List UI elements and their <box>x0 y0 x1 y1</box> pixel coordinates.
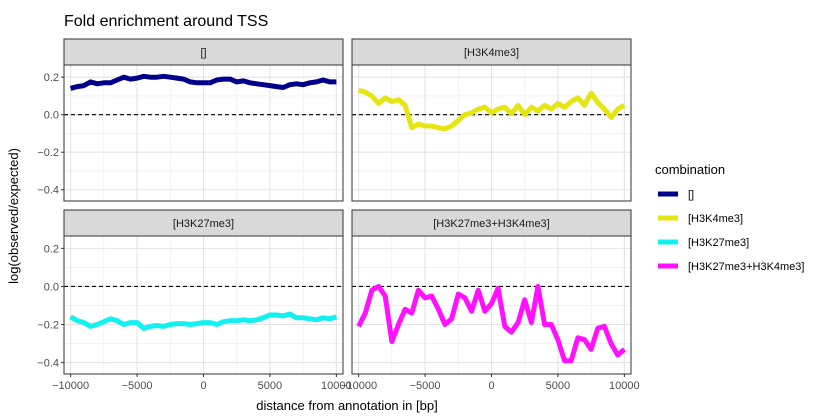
facet-strip <box>351 38 632 66</box>
x-tick-label: 0 <box>488 380 494 392</box>
facet-strip-label: [H3K27me3] <box>173 218 234 230</box>
facet-panel: [] −0.4 −0.2 0.0 0.2 <box>37 38 344 202</box>
x-tick-label: −10000 <box>340 380 377 392</box>
facet-strip-label: [] <box>200 47 206 59</box>
legend-label: [H3K4me3] <box>688 213 743 225</box>
x-tick-label: 5000 <box>546 380 570 392</box>
y-tick-label: −0.4 <box>37 185 59 197</box>
y-tick-label: 0.2 <box>44 72 59 84</box>
legend-label: [H3K27me3+H3K4me3] <box>688 261 804 273</box>
panel-border <box>351 64 632 202</box>
y-tick-label: −0.2 <box>37 320 59 332</box>
facet-panel: [H3K27me3] −0.4 −0.2 0.0 0.2 −10000 −5000 0 5000… <box>37 209 352 392</box>
series-line <box>69 311 338 331</box>
chart-title: Fold enrichment around TSS <box>64 13 268 30</box>
legend-label: [H3K27me3] <box>688 237 749 249</box>
legend-label: [] <box>688 189 694 201</box>
series-line <box>357 87 626 132</box>
facet-strip <box>63 38 344 66</box>
y-tick-label: 0.0 <box>44 110 59 122</box>
x-tick-label: 5000 <box>258 380 282 392</box>
x-tick-label: −5000 <box>410 380 441 392</box>
facet-panel: [H3K27me3+H3K4me3] −10000 −5000 0 5000 10000 <box>340 209 640 392</box>
y-tick-label: −0.4 <box>37 358 59 370</box>
x-tick-label: 10000 <box>321 380 352 392</box>
x-tick-label: 10000 <box>609 380 640 392</box>
legend-item: [] <box>658 189 694 201</box>
legend: combination [] [H3K4me3] [H3K27me3] [H3K27m… <box>655 162 804 273</box>
series-line <box>69 73 337 91</box>
panel-border <box>63 64 344 202</box>
facet-strip-label: [H3K27me3+H3K4me3] <box>433 218 549 230</box>
legend-item: [H3K27me3] <box>658 237 749 249</box>
x-axis-title: distance from annotation in [bp] <box>256 398 437 413</box>
legend-item: [H3K27me3+H3K4me3] <box>658 261 804 273</box>
series-line <box>356 283 627 364</box>
facet-panel: [H3K4me3] <box>351 38 632 202</box>
x-tick-label: 0 <box>200 380 206 392</box>
facet-strip <box>351 209 632 237</box>
y-tick-label: 0.0 <box>44 281 59 293</box>
facet-strip-label: [H3K4me3] <box>464 47 519 59</box>
y-tick-label: 0.2 <box>44 243 59 255</box>
y-tick-label: −0.2 <box>37 147 59 159</box>
facet-panels: [] −0.4 −0.2 0.0 0.2 [H3K4me3] [H3K27me3] −0.4 −… <box>37 38 640 392</box>
x-tick-label: −5000 <box>122 380 153 392</box>
x-tick-label: −10000 <box>52 380 89 392</box>
legend-title: combination <box>655 162 725 177</box>
y-axis-title: log(observed/expected) <box>6 148 21 284</box>
legend-item: [H3K4me3] <box>658 213 743 225</box>
